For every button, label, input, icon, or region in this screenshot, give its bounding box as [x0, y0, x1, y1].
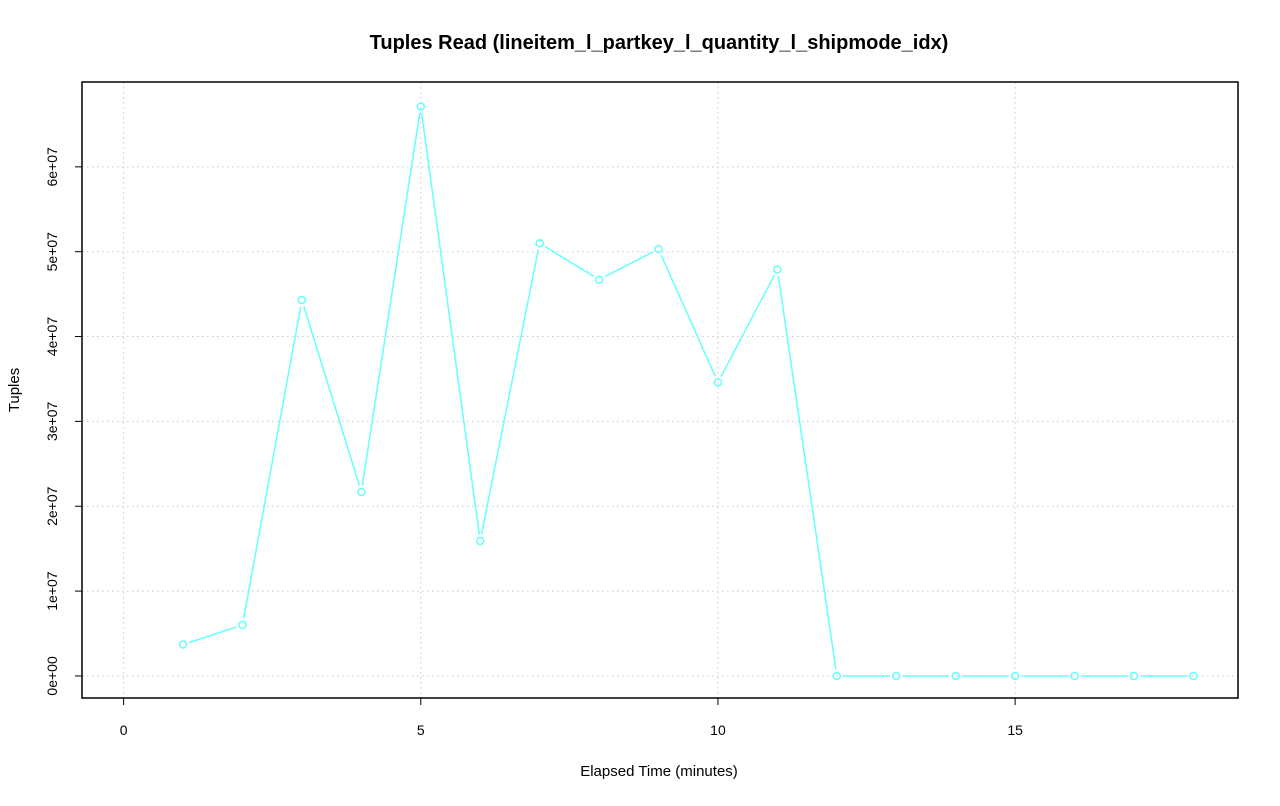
data-point-marker — [475, 536, 485, 546]
x-tick-label: 10 — [710, 722, 726, 738]
data-point-marker — [654, 244, 663, 254]
data-point-marker — [773, 265, 782, 274]
data-point-marker — [357, 487, 366, 497]
data-point-marker — [713, 378, 723, 387]
series-line-segment — [420, 112, 481, 535]
plot-frame — [81, 81, 1239, 699]
data-point-marker — [1010, 671, 1020, 681]
y-tick-label: 5e+07 — [44, 232, 60, 272]
series-line-segment — [303, 306, 361, 486]
y-tick-label: 4e+07 — [44, 317, 60, 357]
x-axis: 0 5 10 15 — [120, 698, 1023, 738]
series-line-segment — [188, 626, 237, 644]
series-line-segment — [720, 274, 776, 377]
series-layer — [178, 102, 1198, 681]
series-line-segment — [777, 275, 837, 670]
data-point-marker — [1070, 671, 1079, 681]
data-point-marker — [238, 620, 247, 630]
y-tick-label: 2e+07 — [44, 486, 60, 526]
y-axis-label: Tuples — [6, 368, 23, 412]
y-tick-label: 6e+07 — [44, 147, 60, 187]
y-tick-label: 0e+00 — [44, 656, 60, 696]
series-line-segment — [604, 251, 654, 278]
data-point-marker — [832, 671, 842, 681]
data-point-marker — [892, 671, 901, 681]
series-line-segment — [480, 249, 540, 535]
series-line-segment — [361, 112, 421, 486]
x-tick-label: 15 — [1007, 722, 1023, 738]
y-tick-label: 1e+07 — [44, 571, 60, 611]
x-axis-label: Elapsed Time (minutes) — [580, 763, 738, 780]
y-tick-label: 3e+07 — [44, 402, 60, 442]
series-line-segment — [544, 245, 594, 277]
data-point-marker — [297, 295, 307, 305]
x-tick-label: 5 — [417, 722, 425, 738]
y-axis: 0e+00 1e+07 2e+07 3e+07 4e+07 5e+07 6e+07 — [44, 147, 82, 696]
data-point-marker — [1189, 671, 1198, 681]
series-line-segment — [660, 254, 716, 377]
data-point-marker — [535, 238, 544, 248]
data-point-marker — [951, 671, 960, 681]
grid — [82, 82, 1238, 698]
data-point-marker — [594, 275, 604, 284]
x-tick-label: 0 — [120, 722, 128, 738]
data-point-marker — [178, 640, 188, 649]
data-point-marker — [1129, 671, 1139, 681]
data-point-marker — [416, 102, 426, 111]
series-line-segment — [242, 306, 302, 619]
chart-title: Tuples Read (lineitem_l_partkey_l_quanti… — [370, 32, 949, 54]
